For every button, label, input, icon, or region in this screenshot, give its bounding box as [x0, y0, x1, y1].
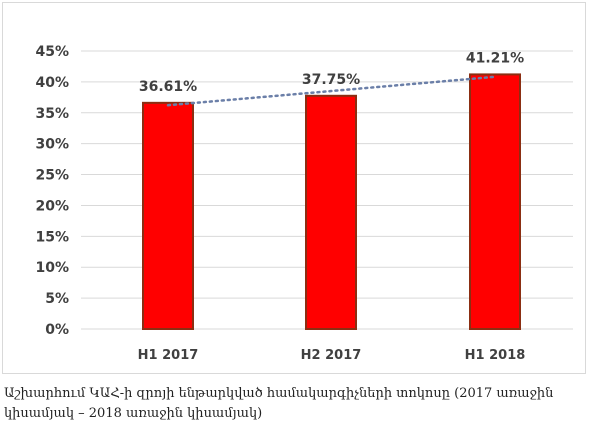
bar-chart: 0% 5% 10% 15% 20% 25% 30% 35% 40% 45% 36.61% H1 201… — [35, 44, 573, 363]
y-tick-label: 15% — [35, 229, 69, 245]
bar — [305, 94, 357, 330]
y-tick-label: 20% — [35, 198, 69, 214]
y-tick-label: 30% — [35, 137, 69, 153]
trendline — [166, 75, 497, 107]
y-tick-label: 10% — [35, 260, 69, 276]
bar — [469, 73, 521, 331]
data-label: 41.21% — [466, 50, 524, 66]
chart-caption: Աշխարհում ԿԱՀ-ի զրոյի ենթարկված համակարգ… — [4, 386, 554, 421]
y-tick-label: 0% — [45, 322, 69, 338]
bar — [142, 101, 194, 330]
category-label: H2 2017 — [301, 348, 362, 363]
data-label: 36.61% — [139, 79, 197, 95]
y-tick-label: 5% — [45, 291, 69, 307]
y-tick-label: 40% — [35, 75, 69, 91]
y-tick-label: 35% — [35, 106, 69, 122]
chart-frame: 0% 5% 10% 15% 20% 25% 30% 35% 40% 45% 36.61% H1 201… — [2, 2, 586, 374]
category-label: H1 2017 — [138, 348, 199, 363]
data-label: 37.75% — [302, 72, 360, 88]
y-tick-label: 45% — [35, 44, 69, 60]
category-label: H1 2018 — [465, 348, 526, 363]
y-tick-label: 25% — [35, 168, 69, 184]
